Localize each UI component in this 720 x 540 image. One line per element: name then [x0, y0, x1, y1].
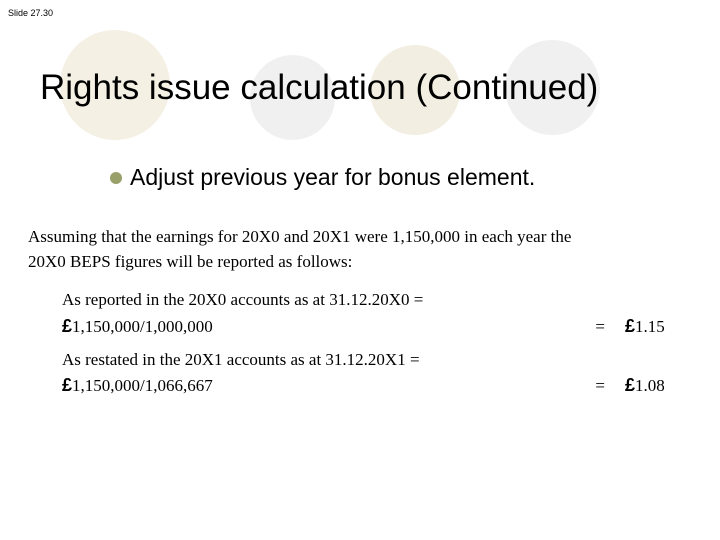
row2-result-value: 1.08 [635, 376, 665, 395]
row1-calc-value: 1,150,000/1,000,000 [72, 317, 213, 336]
row2-result: £1.08 [625, 372, 680, 399]
pound-icon: £ [625, 316, 635, 336]
row2-calc: £1,150,000/1,066,667 [28, 372, 213, 399]
bullet-text: Adjust previous year for bonus element. [130, 164, 535, 191]
pound-icon: £ [62, 375, 72, 395]
row1-result: £1.15 [625, 313, 680, 340]
row2-calc-value: 1,150,000/1,066,667 [72, 376, 213, 395]
row2-equals: = [555, 374, 625, 399]
slide-number: Slide 27.30 [8, 8, 53, 18]
intro-line-2: 20X0 BEPS figures will be reported as fo… [28, 250, 680, 275]
row1-result-value: 1.15 [635, 317, 665, 336]
row1-label: As reported in the 20X0 accounts as at 3… [28, 288, 680, 313]
calculation-block: Assuming that the earnings for 20X0 and … [28, 225, 680, 399]
row1-equals: = [555, 315, 625, 340]
row1-calc: £1,150,000/1,000,000 [28, 313, 213, 340]
intro-line-1: Assuming that the earnings for 20X0 and … [28, 225, 680, 250]
pound-icon: £ [625, 375, 635, 395]
pound-icon: £ [62, 316, 72, 336]
bullet-dot-icon [110, 172, 122, 184]
bullet-item: Adjust previous year for bonus element. [110, 164, 535, 191]
row2-label: As restated in the 20X1 accounts as at 3… [28, 348, 680, 373]
slide-title: Rights issue calculation (Continued) [40, 68, 700, 108]
